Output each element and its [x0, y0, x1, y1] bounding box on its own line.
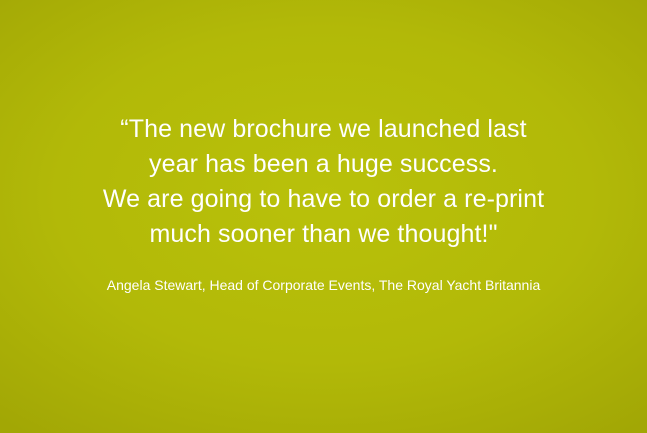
quote-line-4: much sooner than we thought!" [149, 220, 498, 248]
testimonial-attribution: Angela Stewart, Head of Corporate Events… [106, 277, 541, 293]
quote-line-1: “The new brochure we launched last [120, 115, 527, 143]
testimonial-quote: “The new brochure we launched last year … [0, 112, 647, 252]
quote-line-3: We are going to have to order a re-print [102, 185, 545, 213]
quote-line-2: year has been a huge success. [149, 150, 498, 178]
